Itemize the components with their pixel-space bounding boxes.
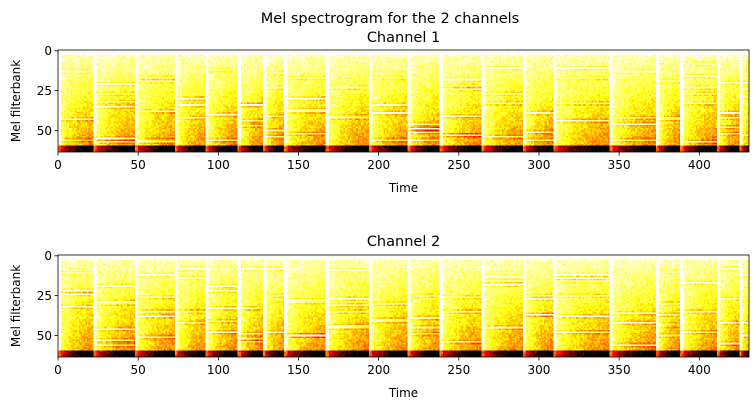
y-tick-label: 25 — [37, 289, 52, 303]
channel-1-title: Channel 1 — [367, 30, 440, 46]
x-tick-label: 250 — [447, 158, 470, 172]
x-tick-label: 400 — [688, 158, 711, 172]
x-tick-label: 350 — [608, 158, 631, 172]
channel-2-heatmap-image — [58, 255, 749, 357]
x-tick-label: 300 — [528, 363, 551, 377]
channel-2-xlabel: Time — [388, 386, 418, 400]
x-tick-label: 100 — [207, 363, 230, 377]
channel-1-xlabel: Time — [388, 181, 418, 195]
channel-2-ylabel: Mel filterbank — [9, 265, 23, 347]
x-tick-label: 200 — [367, 158, 390, 172]
x-tick-label: 150 — [287, 363, 310, 377]
y-tick-label: 0 — [44, 44, 52, 58]
x-tick-label: 50 — [131, 363, 146, 377]
x-tick-label: 150 — [287, 158, 310, 172]
x-tick-label: 250 — [447, 363, 470, 377]
x-tick-label: 100 — [207, 158, 230, 172]
channel-2-subplot: Channel 2 Time Mel filterbank 0 50 100 150 2… — [9, 234, 750, 400]
x-tick-label: 0 — [54, 363, 62, 377]
channel-1-subplot: Channel 1 Time Mel filterbank 0 50 100 150 2… — [9, 30, 750, 195]
x-tick-label: 350 — [608, 363, 631, 377]
y-tick-label: 50 — [37, 124, 52, 138]
channel-1-ylabel: Mel filterbank — [9, 60, 23, 142]
y-tick-label: 0 — [44, 249, 52, 263]
channel-1-heatmap-image — [58, 50, 749, 152]
channel-1-axes-frame — [57, 49, 750, 153]
channel-2-title: Channel 2 — [367, 234, 440, 250]
y-tick-label: 50 — [37, 329, 52, 343]
channel-2-axes-frame — [57, 254, 750, 358]
x-tick-label: 50 — [131, 158, 146, 172]
y-tick-label: 25 — [37, 84, 52, 98]
x-tick-label: 400 — [688, 363, 711, 377]
x-tick-label: 0 — [54, 158, 62, 172]
x-tick-label: 300 — [528, 158, 551, 172]
x-tick-label: 200 — [367, 363, 390, 377]
figure-suptitle: Mel spectrogram for the 2 channels — [261, 11, 519, 27]
